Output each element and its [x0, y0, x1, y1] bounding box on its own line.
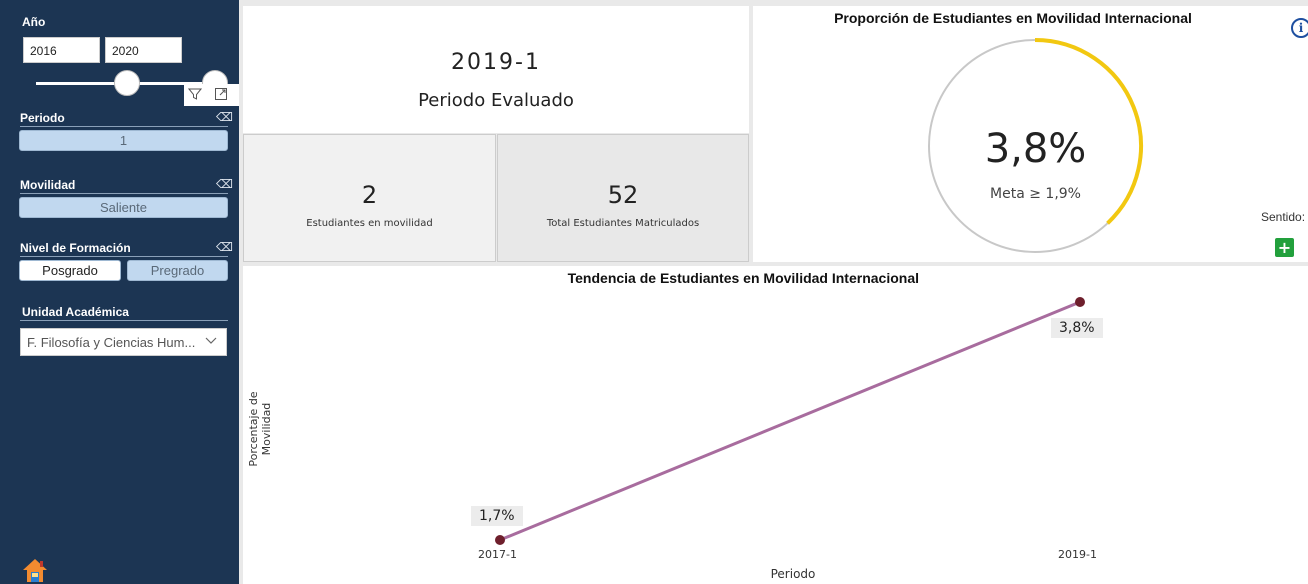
unidad-separator [20, 320, 228, 321]
period-card: 2019-1 Periodo Evaluado [243, 6, 749, 133]
periodo-filter-label: Periodo [20, 111, 65, 125]
kpi-value: 2 [361, 181, 378, 209]
data-point[interactable] [495, 535, 505, 545]
year-start-input[interactable]: 2016 [23, 37, 100, 63]
info-icon[interactable]: i [1291, 18, 1308, 38]
eraser-icon[interactable]: ⌫ [216, 177, 233, 191]
movilidad-filter-label: Movilidad [20, 178, 76, 192]
kpi-label: Total Estudiantes Matriculados [546, 218, 700, 229]
data-point[interactable] [1075, 297, 1085, 307]
gauge-panel: Proporción de Estudiantes en Movilidad I… [753, 6, 1308, 262]
x-axis-label: Periodo [770, 567, 816, 581]
kpi-card-estudiantes-movilidad: 2 Estudiantes en movilidad [243, 134, 496, 262]
visual-header-icons [184, 84, 239, 106]
movilidad-separator [20, 193, 228, 194]
nivel-separator [20, 256, 228, 257]
eraser-icon[interactable]: ⌫ [216, 110, 233, 124]
trend-chart [495, 297, 1085, 545]
gauge-value: 3,8% [984, 126, 1087, 172]
gauge-fill-arc [1034, 38, 1143, 225]
sentido-label: Sentido: [1261, 210, 1306, 224]
period-caption: Periodo Evaluado [418, 90, 574, 111]
periodo-separator [20, 126, 228, 127]
filter-sidebar: Año 2016 2020 Periodo ⌫ 1 Movilidad ⌫ Sa… [0, 0, 239, 584]
periodo-option-1[interactable]: 1 [19, 130, 228, 151]
trend-panel: Tendencia de Estudiantes en Movilidad In… [243, 266, 1308, 584]
gauge-title: Proporción de Estudiantes en Movilidad I… [834, 10, 1192, 26]
nivel-filter-label: Nivel de Formación [20, 241, 131, 255]
year-slider-start-handle[interactable] [114, 70, 140, 96]
nivel-option-pregrado[interactable]: Pregrado [127, 260, 228, 281]
kpi-label: Estudiantes en movilidad [306, 218, 433, 229]
movilidad-option-saliente[interactable]: Saliente [19, 197, 228, 218]
home-icon[interactable] [22, 557, 48, 583]
year-filter-label: Año [22, 15, 46, 29]
filter-icon[interactable] [187, 87, 203, 105]
gauge-target: Meta ≥ 1,9% [990, 186, 1081, 202]
kpi-card-total-matriculados: 52 Total Estudiantes Matriculados [497, 134, 749, 262]
gauge-chart [928, 38, 1143, 253]
kpi-value: 52 [607, 181, 639, 209]
period-value: 2019-1 [451, 50, 541, 75]
chart-title: Tendencia de Estudiantes en Movilidad In… [567, 270, 919, 286]
nivel-option-posgrado[interactable]: Posgrado [19, 260, 121, 281]
chevron-down-icon [204, 333, 218, 350]
series-line [499, 300, 1081, 542]
data-label: 1,7% [471, 506, 523, 526]
eraser-icon[interactable]: ⌫ [216, 240, 233, 254]
focus-mode-icon[interactable] [214, 87, 228, 105]
unidad-dropdown-value: F. Filosofía y Ciencias Hum... [27, 335, 196, 350]
year-end-input[interactable]: 2020 [105, 37, 182, 63]
x-tick-label: 2017-1 [478, 548, 517, 561]
data-label: 3,8% [1051, 318, 1103, 338]
plus-icon[interactable]: + [1275, 238, 1294, 257]
unidad-filter-label: Unidad Académica [22, 305, 129, 319]
x-tick-label: 2019-1 [1058, 548, 1097, 561]
unidad-dropdown[interactable]: F. Filosofía y Ciencias Hum... [20, 328, 227, 356]
